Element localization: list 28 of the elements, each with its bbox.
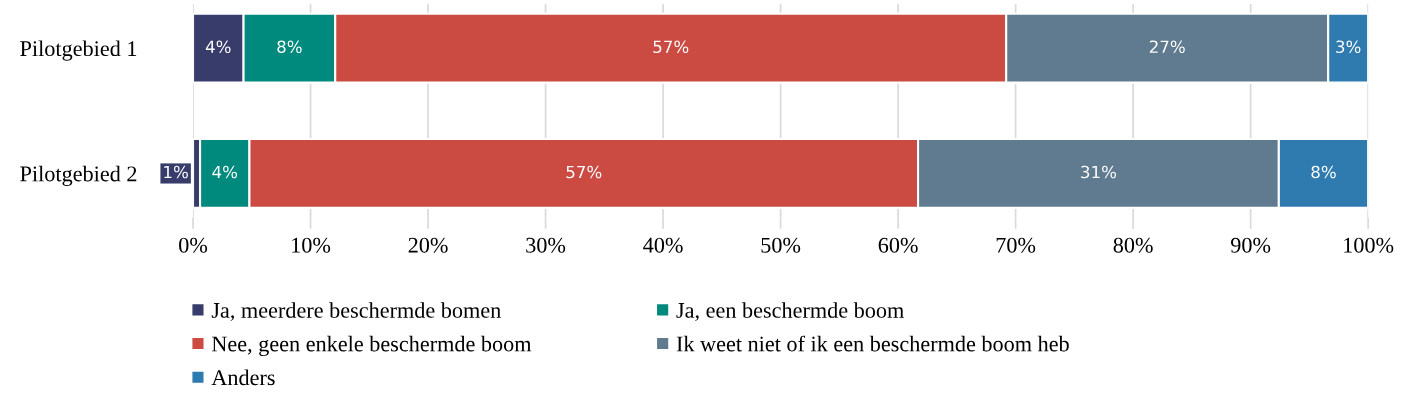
legend-label: Ik weet niet of ik een beschermde boom heb bbox=[676, 335, 1069, 352]
data-label: 27% bbox=[1149, 40, 1185, 54]
x-tick-label: 80% bbox=[1113, 237, 1153, 253]
data-label: 8% bbox=[277, 40, 302, 54]
x-tick-label: 40% bbox=[643, 237, 683, 253]
x-tick-label: 50% bbox=[761, 237, 801, 253]
x-tick-label: 70% bbox=[996, 237, 1036, 253]
y-tick-label: Pilotgebied 1 bbox=[20, 40, 137, 61]
x-tick-label: 20% bbox=[408, 237, 448, 253]
data-label: 3% bbox=[1336, 40, 1361, 54]
data-label: 1% bbox=[164, 165, 188, 179]
y-tick-label: Pilotgebied 2 bbox=[20, 165, 137, 186]
data-label: 57% bbox=[653, 40, 689, 54]
legend-label: Anders bbox=[211, 369, 275, 386]
x-tick-label: 30% bbox=[526, 237, 566, 253]
legend-label: Ja, meerdere beschermde bomen bbox=[211, 302, 501, 322]
legend-label: Nee, geen enkele beschermde boom bbox=[211, 335, 532, 357]
x-tick-label: 60% bbox=[878, 237, 918, 253]
x-tick-label: 10% bbox=[292, 237, 331, 253]
data-label: 4% bbox=[205, 40, 231, 54]
data-label: 8% bbox=[1311, 165, 1336, 179]
data-label: 4% bbox=[212, 165, 238, 179]
x-tick-label: 90% bbox=[1230, 237, 1271, 253]
data-label: 31% bbox=[1081, 165, 1117, 179]
legend-label: Ja, een beschermde boom bbox=[676, 302, 904, 322]
x-tick-label: 100% bbox=[1344, 237, 1394, 253]
data-label: 57% bbox=[566, 165, 602, 179]
x-tick-label: 0% bbox=[179, 237, 208, 253]
